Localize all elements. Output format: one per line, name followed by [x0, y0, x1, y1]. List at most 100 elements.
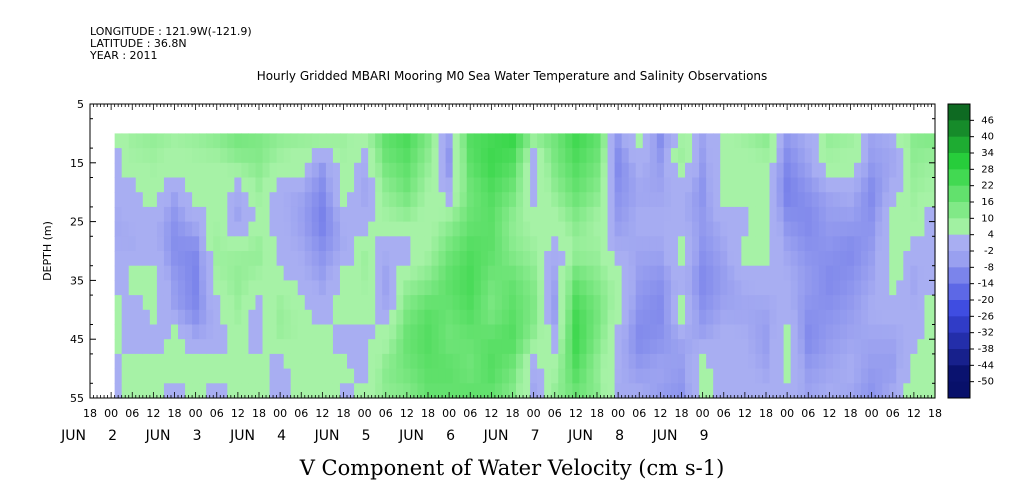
heatmap-cell: [832, 309, 841, 326]
heatmap-cell: [656, 251, 665, 267]
heatmap-cell: [621, 368, 630, 384]
heatmap-cell: [896, 295, 904, 311]
heatmap-cell: [692, 265, 700, 281]
heatmap-cell: [347, 339, 355, 355]
heatmap-cell: [910, 192, 918, 208]
heatmap-cell: [516, 368, 524, 384]
heatmap-cell: [396, 309, 404, 326]
heatmap-cell: [410, 295, 419, 311]
heatmap-cell: [269, 324, 278, 340]
heatmap-cell: [769, 177, 778, 193]
x-hour-label: 00: [611, 407, 625, 420]
heatmap-cell: [713, 265, 721, 281]
heatmap-cell: [332, 368, 341, 384]
heatmap-cell: [185, 236, 193, 252]
heatmap-cell: [487, 133, 496, 149]
heatmap-cell: [410, 236, 419, 252]
heatmap-cell: [339, 133, 348, 149]
x-month-name: JUN: [652, 428, 678, 444]
heatmap-cell: [783, 280, 792, 296]
colorbar-label: -44: [978, 360, 994, 371]
heatmap-cell: [572, 177, 580, 193]
heatmap-cell: [241, 133, 250, 149]
heatmap-cell: [403, 368, 411, 384]
heatmap-cell: [579, 368, 588, 384]
heatmap-cell: [628, 265, 637, 281]
heatmap-cell: [670, 309, 679, 326]
heatmap-cell: [692, 353, 700, 370]
heatmap-cell: [917, 133, 926, 149]
x-hour-label: 18: [928, 407, 942, 420]
heatmap-cell: [699, 221, 707, 237]
heatmap-cell: [297, 192, 306, 208]
heatmap-cell: [530, 295, 538, 311]
heatmap-cell: [163, 148, 172, 164]
heatmap-cell: [670, 206, 679, 223]
heatmap-cell: [283, 339, 292, 355]
heatmap-cell: [417, 206, 426, 223]
heatmap-cell: [403, 221, 411, 237]
heatmap-cell: [297, 265, 306, 281]
heatmap-cell: [466, 192, 475, 208]
heatmap-cell: [304, 251, 313, 267]
heatmap-cell: [389, 251, 397, 267]
heatmap-cell: [163, 368, 172, 384]
heatmap-cell: [790, 177, 799, 193]
heatmap-cell: [727, 383, 735, 399]
heatmap-cell: [903, 295, 911, 311]
heatmap-cell: [149, 221, 158, 237]
heatmap-cell: [846, 280, 855, 296]
heatmap-cell: [156, 324, 165, 340]
heatmap-cell: [670, 192, 679, 208]
heatmap-cell: [220, 265, 228, 281]
heatmap-cell: [677, 383, 686, 399]
heatmap-cell: [452, 353, 461, 370]
heatmap-cell: [558, 206, 566, 223]
heatmap-cell: [734, 162, 742, 179]
heatmap-cell: [614, 295, 623, 311]
heatmap-cell: [445, 280, 454, 296]
heatmap-cell: [135, 251, 144, 267]
heatmap-cell: [283, 148, 292, 164]
heatmap-cell: [825, 353, 834, 370]
heatmap-cell: [839, 265, 848, 281]
heatmap-cell: [185, 353, 193, 370]
heatmap-cell: [720, 309, 728, 326]
heatmap-cell: [185, 148, 193, 164]
heatmap-cell: [762, 206, 771, 223]
heatmap-cell: [332, 162, 341, 179]
heatmap-cell: [213, 133, 221, 149]
heatmap-cell: [797, 353, 806, 370]
heatmap-cell: [262, 162, 271, 179]
x-hour-label: 12: [315, 407, 329, 420]
heatmap-cell: [635, 295, 644, 311]
heatmap-cell: [854, 221, 862, 237]
heatmap-cell: [170, 236, 179, 252]
colorbar-swatch: [948, 316, 970, 334]
heatmap-cell: [875, 236, 883, 252]
heatmap-cell: [368, 148, 376, 164]
heatmap-cell: [706, 280, 714, 296]
heatmap-cell: [804, 309, 813, 326]
heatmap-cell: [114, 339, 123, 355]
heatmap-cell: [396, 162, 404, 179]
heatmap-cell: [325, 133, 334, 149]
heatmap-cell: [354, 177, 362, 193]
heatmap-cell: [635, 133, 644, 149]
heatmap-cell: [192, 383, 200, 399]
heatmap-cell: [642, 280, 651, 296]
x-hour-label: 06: [210, 407, 224, 420]
heatmap-cell: [825, 221, 834, 237]
heatmap-cell: [734, 339, 742, 355]
heatmap-cell: [445, 236, 454, 252]
heatmap-cell: [431, 368, 440, 384]
heatmap-cell: [473, 280, 482, 296]
heatmap-cell: [910, 324, 918, 340]
heatmap-cell: [192, 192, 200, 208]
heatmap-cell: [628, 280, 637, 296]
heatmap-cell: [241, 148, 250, 164]
heatmap-cell: [389, 206, 397, 223]
heatmap-cell: [347, 324, 355, 340]
heatmap-cell: [776, 309, 785, 326]
heatmap-cell: [713, 251, 721, 267]
